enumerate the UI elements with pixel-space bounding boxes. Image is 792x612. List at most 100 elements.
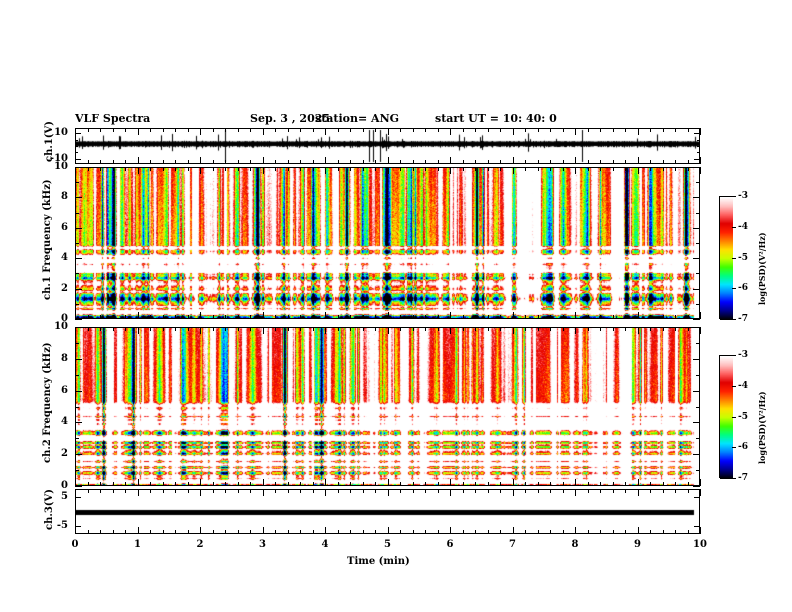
ch2-ytick-8: 8 xyxy=(61,352,68,364)
axis-tick xyxy=(550,482,551,486)
axis-tick xyxy=(525,128,526,132)
axis-tick xyxy=(513,489,514,496)
ch1-spectrogram-image xyxy=(76,168,699,318)
axis-tick xyxy=(700,312,701,319)
axis-tick xyxy=(225,482,226,486)
axis-tick xyxy=(75,470,79,471)
axis-tick xyxy=(375,327,376,331)
axis-tick xyxy=(125,482,126,486)
axis-tick xyxy=(213,489,214,493)
axis-tick xyxy=(650,160,651,164)
axis-tick xyxy=(693,391,700,392)
axis-tick xyxy=(688,482,689,486)
panel-ch2-spectrogram xyxy=(75,327,700,486)
ch1-ytick-10: 10 xyxy=(54,127,68,139)
axis-tick xyxy=(500,160,501,164)
axis-tick xyxy=(75,140,78,141)
axis-tick xyxy=(700,527,701,534)
axis-tick xyxy=(696,407,700,408)
axis-tick xyxy=(513,157,514,164)
axis-tick xyxy=(363,482,364,486)
axis-tick xyxy=(263,312,264,319)
axis-tick xyxy=(400,489,401,493)
axis-tick xyxy=(488,489,489,493)
axis-tick xyxy=(200,312,201,319)
axis-tick xyxy=(188,128,189,132)
axis-tick xyxy=(475,327,476,331)
axis-tick xyxy=(663,160,664,164)
axis-tick xyxy=(693,197,700,198)
axis-tick xyxy=(325,479,326,486)
axis-tick xyxy=(694,497,700,498)
axis-tick xyxy=(75,159,78,160)
axis-tick xyxy=(113,327,114,331)
axis-tick xyxy=(388,128,389,135)
axis-tick xyxy=(538,167,539,171)
axis-tick xyxy=(732,355,736,356)
axis-tick xyxy=(732,319,736,320)
axis-tick xyxy=(675,160,676,164)
axis-tick xyxy=(463,482,464,486)
axis-tick xyxy=(638,157,639,164)
axis-tick xyxy=(113,530,114,534)
axis-tick xyxy=(550,315,551,319)
ch1-waveform-trace xyxy=(76,129,699,163)
colorbar-ch2-tick--3: -3 xyxy=(738,350,748,360)
axis-tick xyxy=(113,315,114,319)
axis-tick xyxy=(150,167,151,171)
ch1-ytick-8: 8 xyxy=(61,191,68,203)
axis-tick xyxy=(700,167,701,174)
axis-tick xyxy=(75,273,79,274)
axis-tick xyxy=(125,167,126,171)
axis-tick xyxy=(75,486,82,487)
axis-tick xyxy=(563,482,564,486)
axis-tick xyxy=(75,258,82,259)
axis-tick xyxy=(600,489,601,493)
axis-tick xyxy=(463,167,464,171)
axis-tick xyxy=(75,497,81,498)
axis-tick xyxy=(100,128,101,132)
axis-tick xyxy=(613,530,614,534)
axis-tick xyxy=(163,128,164,132)
axis-tick xyxy=(288,160,289,164)
axis-tick xyxy=(275,160,276,164)
axis-tick xyxy=(550,160,551,164)
axis-tick xyxy=(263,327,264,334)
colorbar-ch2 xyxy=(719,355,733,479)
axis-tick xyxy=(475,167,476,171)
axis-tick xyxy=(650,327,651,331)
axis-tick xyxy=(213,530,214,534)
axis-tick xyxy=(400,327,401,331)
axis-tick xyxy=(88,530,89,534)
axis-tick xyxy=(463,327,464,331)
axis-tick xyxy=(75,304,79,305)
axis-tick xyxy=(250,128,251,132)
axis-tick xyxy=(338,315,339,319)
axis-tick xyxy=(513,527,514,534)
axis-tick xyxy=(400,167,401,171)
axis-tick xyxy=(563,315,564,319)
axis-tick xyxy=(75,312,76,319)
axis-tick xyxy=(613,482,614,486)
axis-tick xyxy=(700,327,701,334)
axis-tick xyxy=(450,157,451,164)
axis-tick xyxy=(613,128,614,132)
axis-tick xyxy=(697,146,700,147)
axis-tick xyxy=(250,160,251,164)
axis-tick xyxy=(563,128,564,132)
axis-tick xyxy=(200,157,201,164)
axis-tick xyxy=(275,530,276,534)
axis-tick xyxy=(75,133,81,134)
axis-tick xyxy=(325,157,326,164)
axis-tick xyxy=(75,438,79,439)
colorbar-ch2-tick--5: -5 xyxy=(738,411,748,422)
axis-tick xyxy=(696,343,700,344)
axis-tick xyxy=(650,530,651,534)
axis-tick xyxy=(563,167,564,171)
axis-tick xyxy=(732,258,736,259)
axis-tick xyxy=(213,167,214,171)
axis-tick xyxy=(375,489,376,493)
axis-tick xyxy=(363,489,364,493)
header-date: Sep. 3 , 2025 xyxy=(250,112,331,125)
